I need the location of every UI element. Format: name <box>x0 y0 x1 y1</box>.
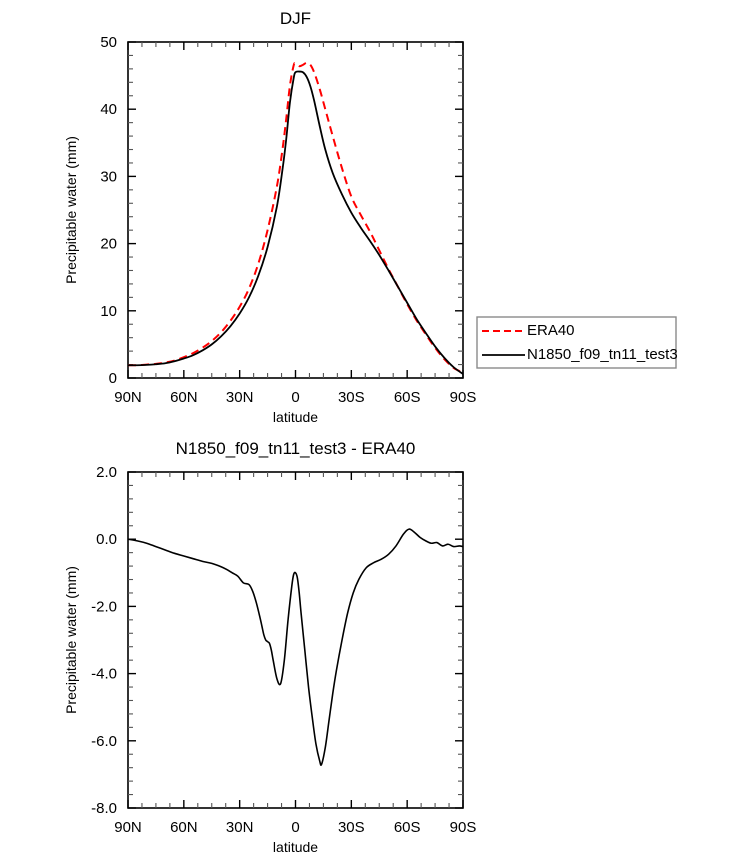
y-axis-bottom-panel: -8.0 -6.0 -4.0 -2.0 0.0 2.0 <box>91 464 463 817</box>
x-tick-label: 0 <box>291 819 299 836</box>
y-tick-label: 0 <box>109 370 117 387</box>
series-line-era40 <box>127 61 464 374</box>
x-tick-label: 90N <box>114 819 142 836</box>
x-tick-label: 30N <box>226 389 254 406</box>
x-tick-label: 60S <box>394 389 421 406</box>
y-axis-label-top-panel: Precipitable water (mm) <box>63 136 79 284</box>
series-line-n1850-f09-tn11-test3-era40 <box>127 528 464 767</box>
x-tick-label: 30S <box>338 389 365 406</box>
y-tick-label: 40 <box>100 101 117 118</box>
legend: ERA40 N1850_f09_tn11_test3 <box>476 316 678 369</box>
y-tick-label: -4.0 <box>91 666 117 683</box>
y-tick-label: -8.0 <box>91 800 117 817</box>
x-tick-label: 0 <box>291 389 299 406</box>
legend-label: ERA40 <box>527 322 575 339</box>
x-tick-label: 90S <box>450 819 477 836</box>
y-tick-label: 2.0 <box>96 464 117 481</box>
y-tick-label: 50 <box>100 34 117 51</box>
x-axis-label-bottom-panel: latitude <box>273 839 318 855</box>
x-tick-label: 60N <box>170 819 198 836</box>
y-tick-label: 10 <box>100 303 117 320</box>
plot-frame-top-panel <box>127 41 464 379</box>
legend-box <box>476 316 677 369</box>
panel-title-top-panel: DJF <box>280 9 311 28</box>
x-tick-label: 90S <box>450 389 477 406</box>
y-tick-label: 20 <box>100 236 117 253</box>
plot-frame-bottom-panel <box>127 471 464 809</box>
panel-title-bottom-panel: N1850_f09_tn11_test3 - ERA40 <box>176 439 416 458</box>
legend-label: N1850_f09_tn11_test3 <box>527 346 678 363</box>
x-tick-label: 90N <box>114 389 142 406</box>
x-axis-label-top-panel: latitude <box>273 409 318 425</box>
panel-top-panel: DJF 90N 60N 30N 0 30S 60S 90S latitude 0 10 20 30 40 5… <box>63 9 476 425</box>
x-tick-label: 30S <box>338 819 365 836</box>
y-tick-label: -6.0 <box>91 733 117 750</box>
x-axis-top-panel: 90N 60N 30N 0 30S 60S 90S <box>114 42 476 406</box>
x-tick-label: 30N <box>226 819 254 836</box>
y-tick-label: 0.0 <box>96 531 117 548</box>
legend-item-era40[interactable]: ERA40 <box>482 322 575 339</box>
panel-bottom-panel: N1850_f09_tn11_test3 - ERA40 90N 60N 30N 0 30… <box>63 439 476 855</box>
series-line-n1850-f09-tn11-test3 <box>127 70 464 375</box>
y-tick-label: -2.0 <box>91 598 117 615</box>
y-axis-top-panel: 0 10 20 30 40 50 <box>100 34 463 387</box>
legend-item-n1850-f09-tn11-test3[interactable]: N1850_f09_tn11_test3 <box>482 346 678 363</box>
x-tick-label: 60N <box>170 389 198 406</box>
y-tick-label: 30 <box>100 168 117 185</box>
y-axis-label-bottom-panel: Precipitable water (mm) <box>63 566 79 714</box>
x-tick-label: 60S <box>394 819 421 836</box>
x-axis-bottom-panel: 90N 60N 30N 0 30S 60S 90S <box>114 472 476 836</box>
